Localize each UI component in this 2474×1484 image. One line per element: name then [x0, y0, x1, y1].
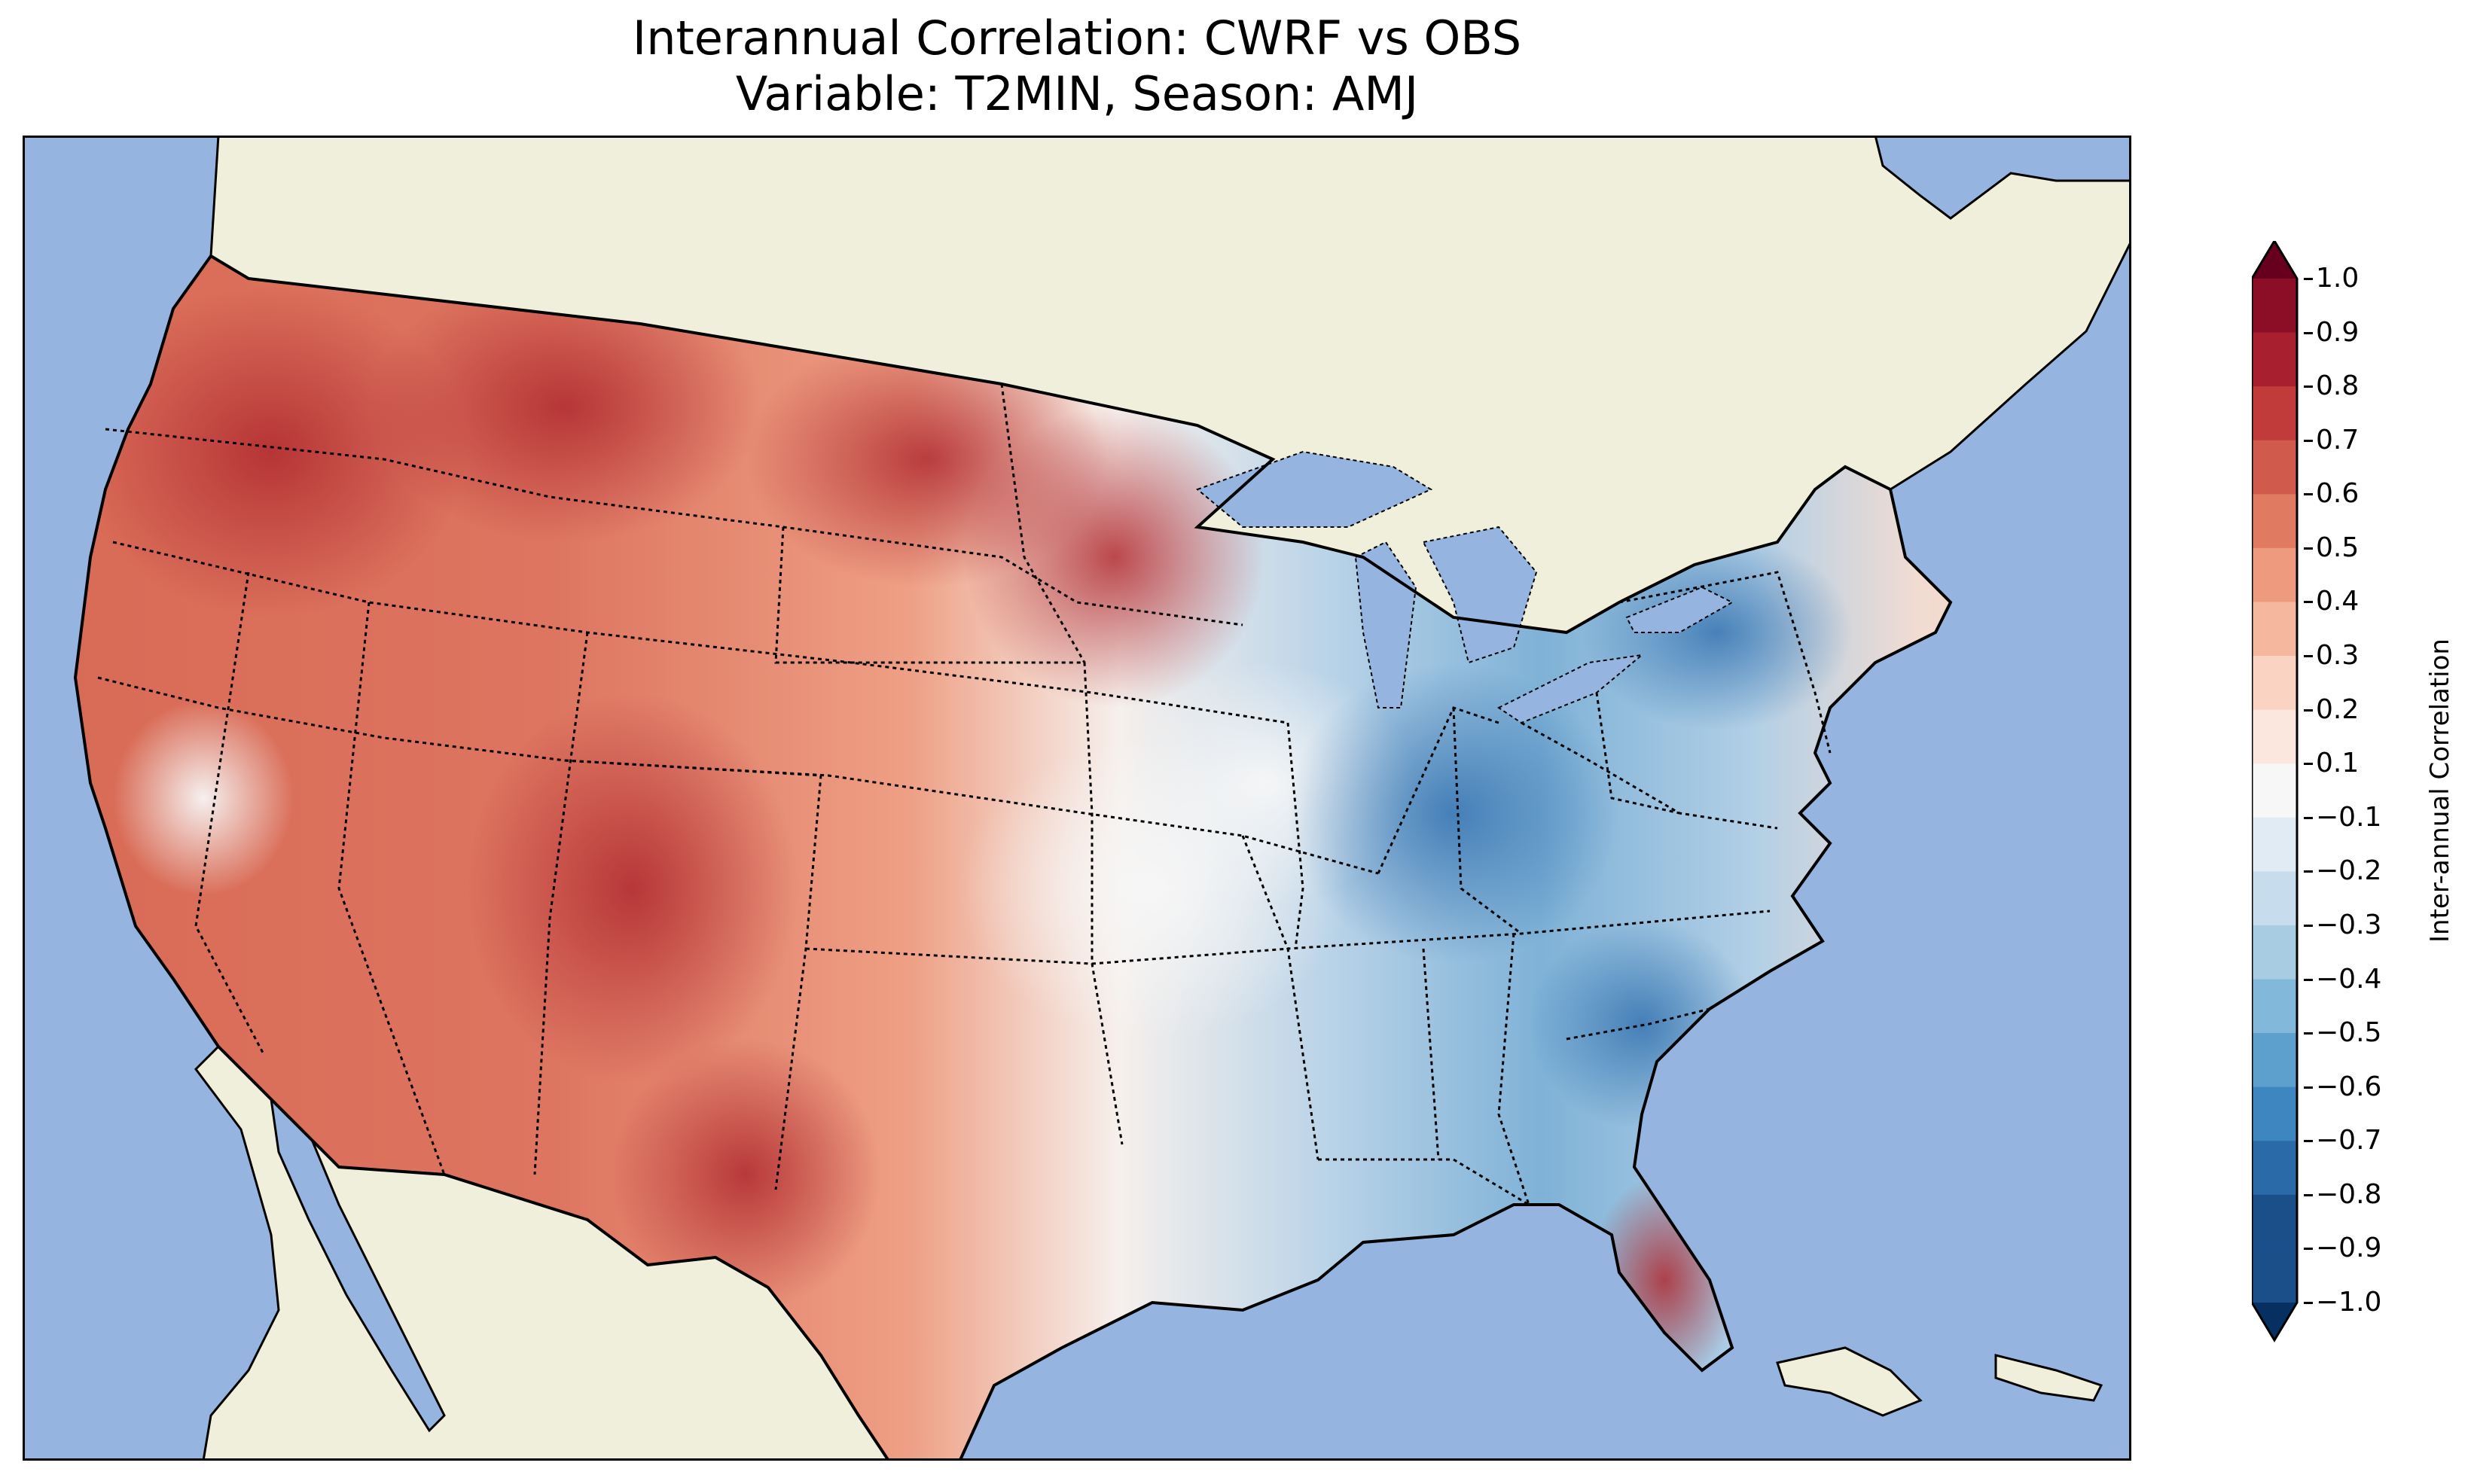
colorbar-bin [2252, 602, 2297, 657]
colorbar-bin [2252, 925, 2297, 980]
colorbar-bin [2252, 494, 2297, 549]
colorbar-tick-label: −0.5 [2303, 1017, 2382, 1049]
title-block: Interannual Correlation: CWRF vs OBS Var… [23, 11, 2131, 122]
colorbar-tick-label: 0.7 [2303, 424, 2360, 456]
map-canvas [23, 136, 2131, 1461]
colorbar-bar [2252, 241, 2299, 1342]
colorbar-bin [2252, 279, 2297, 334]
caribbean-island [1994, 1354, 2103, 1402]
colorbar-tick-label: −1.0 [2303, 1287, 2382, 1318]
colorbar-tick-label: 1.0 [2303, 263, 2360, 294]
colorbar-tick-label: −0.3 [2303, 909, 2382, 940]
colorbar-bin [2252, 817, 2297, 872]
colorbar-ticks: 1.0 0.9 0.8 0.7 0.6 0.5 0.4 0.3 0.2 0.1 −0.1 −0.2 −0… [2303, 264, 2421, 1318]
colorbar-tick-label: −0.7 [2303, 1125, 2382, 1156]
colorbar: 1.0 0.9 0.8 0.7 0.6 0.5 0.4 0.3 0.2 0.1 −0.1 −0.2 −0… [2252, 241, 2474, 1370]
map-subtitle: Variable: T2MIN, Season: AMJ [735, 66, 1419, 121]
colorbar-bin [2252, 871, 2297, 926]
cuba-island [1776, 1346, 1923, 1417]
colorbar-tick-label: 0.4 [2303, 586, 2360, 617]
lake-erie [1497, 654, 1645, 724]
colorbar-bin [2252, 1194, 2297, 1249]
colorbar-label: Inter-annual Correlation [2425, 638, 2455, 943]
colorbar-tick-label: −0.8 [2303, 1178, 2382, 1210]
us-coastline [73, 254, 1953, 1461]
colorbar-extend-min [2252, 1303, 2297, 1340]
colorbar-tick-label: 0.2 [2303, 693, 2360, 725]
colorbar-bin [2252, 979, 2297, 1034]
colorbar-bin [2252, 656, 2297, 711]
colorbar-extend-max [2252, 241, 2297, 279]
lake-ontario [1625, 586, 1734, 633]
colorbar-tick-label: 0.6 [2303, 478, 2360, 510]
colorbar-tick-label: −0.4 [2303, 963, 2382, 995]
colorbar-bin [2252, 1086, 2297, 1141]
colorbar-tick-label: 0.9 [2303, 316, 2360, 348]
colorbar-outline [2252, 241, 2299, 1342]
colorbar-bin [2252, 1248, 2297, 1303]
map-panel [23, 136, 2131, 1461]
colorbar-tick-label: −0.6 [2303, 1071, 2382, 1102]
map-title: Interannual Correlation: CWRF vs OBS [632, 11, 1522, 66]
colorbar-tick-label: −0.9 [2303, 1233, 2382, 1264]
colorbar-tick-label: 0.1 [2303, 748, 2360, 779]
colorbar-bin [2252, 440, 2297, 495]
colorbar-tick-label: −0.1 [2303, 801, 2382, 833]
colorbar-tick-label: 0.3 [2303, 640, 2360, 672]
colorbar-bin [2252, 709, 2297, 764]
gulf-of-california [270, 1097, 446, 1433]
colorbar-tick-label: 0.8 [2303, 370, 2360, 402]
colorbar-bin [2252, 1141, 2297, 1196]
lake-superior [1196, 450, 1433, 528]
colorbar-tick-label: −0.2 [2303, 855, 2382, 887]
lake-huron [1422, 526, 1538, 664]
colorbar-bin [2252, 547, 2297, 602]
colorbar-bin [2252, 386, 2297, 441]
map-frame-border [23, 136, 2131, 1461]
colorbar-bin [2252, 332, 2297, 387]
colorbar-tick-label: 0.5 [2303, 532, 2360, 563]
colorbar-bin [2252, 763, 2297, 818]
colorbar-bin [2252, 1033, 2297, 1088]
